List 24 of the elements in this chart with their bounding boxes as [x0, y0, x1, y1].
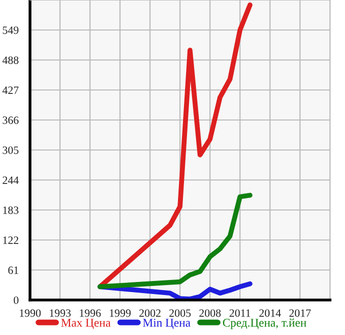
x-tick-label: 2014	[259, 309, 281, 317]
x-tick-label: 2008	[199, 309, 221, 317]
legend-label: Сред.Цена, т.йен	[222, 318, 306, 330]
y-tick-label: 488	[2, 56, 18, 64]
x-tick-label: 2005	[169, 309, 191, 317]
y-tick-label: 366	[2, 116, 19, 124]
x-tick-label: 1993	[50, 309, 71, 317]
y-tick-label: 61	[8, 266, 18, 274]
y-tick-label: 0	[14, 296, 18, 304]
y-tick-label: 244	[2, 176, 19, 184]
line-series	[98, 192, 252, 290]
y-tick-label: 549	[2, 26, 18, 34]
legend-label: Min Цена	[142, 318, 190, 330]
x-tick-label: 2017	[289, 309, 311, 317]
x-tick-label: 1996	[80, 309, 101, 317]
x-tick-label: 1999	[110, 309, 131, 317]
x-tick-label: 2002	[139, 309, 160, 317]
x-tick-label: 1990	[20, 309, 41, 317]
y-tick-label: 305	[2, 146, 18, 154]
legend-label: Max Цена	[61, 318, 111, 330]
y-tick-label: 122	[3, 236, 18, 244]
y-tick-label: 183	[3, 206, 18, 214]
y-tick-label: 427	[2, 86, 19, 94]
x-tick-label: 2011	[230, 309, 250, 317]
